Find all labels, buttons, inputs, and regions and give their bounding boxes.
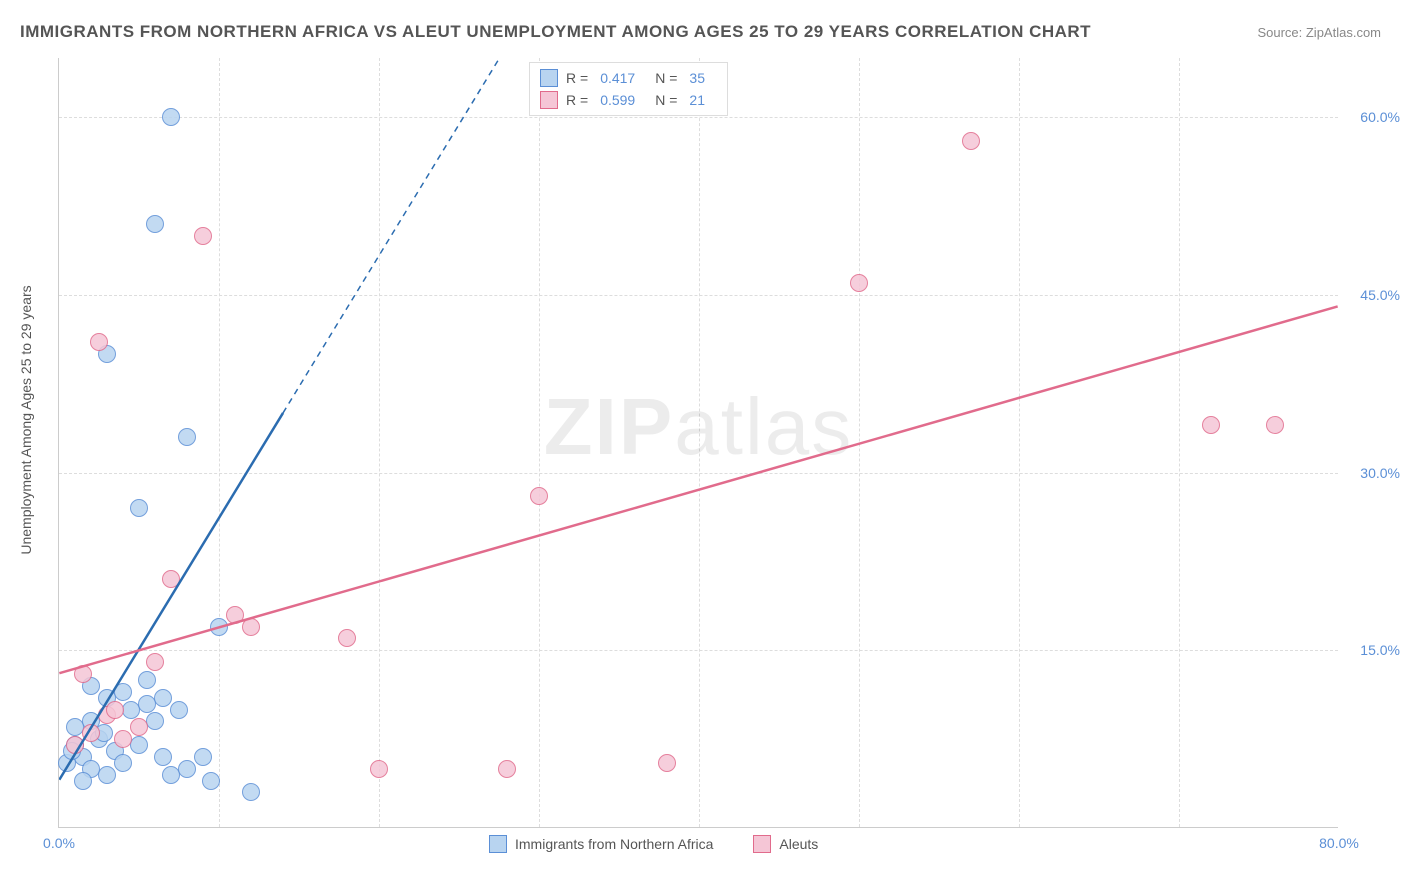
gridline-v <box>1179 58 1180 827</box>
gridline-v <box>859 58 860 827</box>
scatter-point-series-1 <box>370 760 388 778</box>
scatter-point-series-0 <box>178 428 196 446</box>
scatter-point-series-0 <box>170 701 188 719</box>
scatter-point-series-0 <box>74 772 92 790</box>
source-attribution: Source: ZipAtlas.com <box>1257 25 1381 40</box>
xtick-label: 80.0% <box>1319 835 1359 851</box>
watermark-bold: ZIP <box>544 382 674 471</box>
trend-line-dash-series-0 <box>283 58 507 413</box>
scatter-point-series-1 <box>162 570 180 588</box>
scatter-point-series-1 <box>194 227 212 245</box>
legend-row-series-1: R = 0.599 N = 21 <box>540 89 717 111</box>
y-axis-label: Unemployment Among Ages 25 to 29 years <box>18 285 34 554</box>
scatter-point-series-0 <box>130 499 148 517</box>
gridline-v <box>219 58 220 827</box>
scatter-point-series-0 <box>98 766 116 784</box>
scatter-point-series-1 <box>1266 416 1284 434</box>
scatter-point-series-0 <box>114 683 132 701</box>
gridline-v <box>379 58 380 827</box>
r-value-1: 0.599 <box>600 92 635 108</box>
correlation-legend: R = 0.417 N = 35 R = 0.599 N = 21 <box>529 62 728 116</box>
scatter-point-series-1 <box>90 333 108 351</box>
scatter-point-series-1 <box>338 629 356 647</box>
ytick-label: 60.0% <box>1360 109 1400 125</box>
scatter-point-series-1 <box>530 487 548 505</box>
scatter-point-series-1 <box>658 754 676 772</box>
scatter-point-series-1 <box>82 724 100 742</box>
legend-label-0: Immigrants from Northern Africa <box>515 836 713 852</box>
ytick-label: 30.0% <box>1360 465 1400 481</box>
scatter-point-series-0 <box>210 618 228 636</box>
watermark-light: atlas <box>674 382 853 471</box>
xtick-label: 0.0% <box>43 835 75 851</box>
scatter-point-series-1 <box>242 618 260 636</box>
scatter-point-series-1 <box>66 736 84 754</box>
scatter-point-series-0 <box>194 748 212 766</box>
scatter-point-series-1 <box>74 665 92 683</box>
legend-item-1: Aleuts <box>753 835 818 853</box>
n-label: N = <box>655 70 677 86</box>
scatter-point-series-1 <box>130 718 148 736</box>
ytick-label: 45.0% <box>1360 287 1400 303</box>
scatter-point-series-0 <box>130 736 148 754</box>
swatch-bottom-1 <box>753 835 771 853</box>
scatter-point-series-0 <box>138 671 156 689</box>
scatter-point-series-1 <box>114 730 132 748</box>
n-value-1: 21 <box>689 92 705 108</box>
scatter-point-series-0 <box>154 689 172 707</box>
gridline-v <box>699 58 700 827</box>
n-value-0: 35 <box>689 70 705 86</box>
r-value-0: 0.417 <box>600 70 635 86</box>
ytick-label: 15.0% <box>1360 642 1400 658</box>
scatter-point-series-0 <box>162 108 180 126</box>
legend-row-series-0: R = 0.417 N = 35 <box>540 67 717 89</box>
chart-title: IMMIGRANTS FROM NORTHERN AFRICA VS ALEUT… <box>20 22 1091 42</box>
series-legend: Immigrants from Northern Africa Aleuts <box>489 835 818 853</box>
legend-label-1: Aleuts <box>779 836 818 852</box>
scatter-point-series-1 <box>498 760 516 778</box>
r-label: R = <box>566 70 588 86</box>
plot-area: ZIPatlas R = 0.417 N = 35 R = 0.599 N = … <box>58 58 1338 828</box>
scatter-point-series-0 <box>154 748 172 766</box>
r-label: R = <box>566 92 588 108</box>
scatter-point-series-0 <box>114 754 132 772</box>
scatter-point-series-0 <box>146 712 164 730</box>
n-label: N = <box>655 92 677 108</box>
scatter-point-series-0 <box>178 760 196 778</box>
scatter-point-series-1 <box>962 132 980 150</box>
gridline-v <box>539 58 540 827</box>
scatter-point-series-0 <box>202 772 220 790</box>
swatch-series-1 <box>540 91 558 109</box>
swatch-bottom-0 <box>489 835 507 853</box>
legend-item-0: Immigrants from Northern Africa <box>489 835 713 853</box>
gridline-v <box>1019 58 1020 827</box>
swatch-series-0 <box>540 69 558 87</box>
scatter-point-series-0 <box>146 215 164 233</box>
scatter-point-series-0 <box>242 783 260 801</box>
scatter-point-series-1 <box>146 653 164 671</box>
scatter-point-series-1 <box>850 274 868 292</box>
scatter-point-series-1 <box>1202 416 1220 434</box>
scatter-point-series-1 <box>106 701 124 719</box>
scatter-point-series-1 <box>226 606 244 624</box>
